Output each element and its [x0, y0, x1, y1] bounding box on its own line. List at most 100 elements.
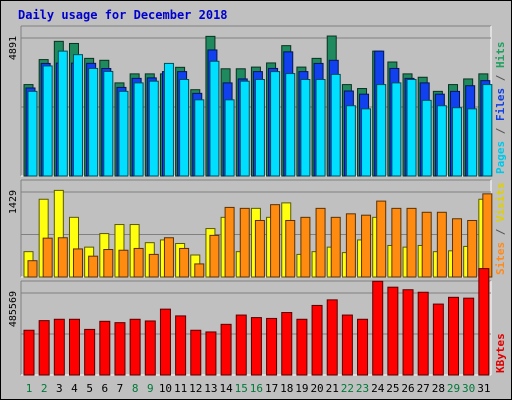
x-tick-label: 18: [280, 382, 293, 395]
panel-kbytes: 485569 KBytes: [8, 268, 507, 376]
bar-pages-day-28: [436, 105, 447, 177]
bar-sites-day-30: [467, 219, 478, 278]
y-max-label: 1429: [8, 190, 19, 214]
bar-sites-day-22: [345, 213, 356, 278]
bar-sites-day-26: [406, 207, 417, 278]
x-tick-label: 2: [41, 382, 48, 395]
bar-pages-day-6: [103, 70, 114, 177]
bar-kbytes-day-25: [387, 286, 399, 376]
bar-pages-day-24: [376, 84, 387, 177]
bar-sites-day-27: [421, 211, 432, 278]
bar-sites-day-29: [452, 218, 463, 278]
bar-sites-day-4: [72, 248, 83, 278]
bar-kbytes-day-4: [68, 318, 80, 376]
bar-sites-day-19: [300, 216, 311, 278]
bar-sites-day-28: [436, 211, 447, 278]
x-tick-label: 16: [250, 382, 263, 395]
bar-pages-day-13: [209, 60, 220, 177]
bar-sites-day-18: [285, 219, 296, 278]
bar-pages-day-27: [421, 99, 432, 177]
bar-kbytes-day-22: [341, 314, 353, 376]
x-tick-label: 22: [341, 382, 354, 395]
bar-pages-day-20: [315, 79, 326, 177]
bar-kbytes-day-17: [266, 317, 278, 376]
bar-sites-day-20: [315, 207, 326, 278]
bar-kbytes-day-8: [129, 318, 141, 376]
bar-kbytes-day-15: [235, 314, 247, 376]
bar-sites-day-5: [88, 255, 99, 278]
series-pages: [27, 50, 493, 177]
x-tick-label: 25: [386, 382, 399, 395]
legend-part: /: [494, 121, 507, 141]
x-tick-label: 14: [219, 382, 233, 395]
bar-pages-day-17: [270, 71, 281, 177]
bar-kbytes-day-20: [311, 304, 323, 376]
panel-hits-files-pages: 4891 Pages / Files / Hits: [8, 25, 507, 177]
x-tick-label: 24: [371, 382, 385, 395]
bar-sites-day-14: [224, 206, 235, 278]
bar-kbytes-day-5: [84, 328, 96, 376]
x-tick-label: 31: [477, 382, 490, 395]
bar-kbytes-day-13: [205, 331, 217, 376]
bar-kbytes-day-26: [402, 289, 414, 376]
bar-pages-day-4: [72, 54, 83, 177]
bar-kbytes-day-30: [463, 297, 475, 376]
bar-kbytes-day-28: [432, 303, 444, 376]
bar-kbytes-day-2: [38, 320, 50, 376]
x-tick-label: 4: [71, 382, 78, 395]
bar-pages-day-3: [57, 50, 68, 177]
bar-kbytes-day-11: [175, 315, 187, 376]
bar-pages-day-7: [118, 90, 129, 177]
legend-part: Files: [494, 88, 507, 121]
x-axis-tick-labels: 1 2 3 4 5 6 7 8 9 10 11 12 13 14 15 16 17 18 19 20 21 22 23 24 2…: [26, 382, 491, 395]
x-tick-label: 12: [189, 382, 202, 395]
x-tick-label: 26: [401, 382, 414, 395]
bar-pages-day-8: [133, 82, 144, 177]
x-tick-label: 21: [326, 382, 339, 395]
bar-kbytes-day-1: [23, 329, 35, 376]
bar-sites-day-9: [148, 253, 159, 278]
bar-pages-day-29: [452, 107, 463, 177]
bar-sites-day-1: [27, 260, 38, 278]
bar-kbytes-day-3: [53, 318, 65, 376]
y-axis-legend: Pages / Files / Hits: [494, 42, 507, 175]
x-tick-label: 17: [265, 382, 278, 395]
bar-pages-day-18: [285, 73, 296, 177]
x-tick-label: 11: [174, 382, 187, 395]
bar-kbytes-day-6: [99, 320, 111, 376]
y-axis-legend: KBytes: [494, 333, 507, 373]
y-max-label: 485569: [8, 291, 19, 327]
bar-sites-day-3: [57, 237, 68, 278]
chart-panels: 4891 Pages / Files / Hits 1429 Sites / Visi…: [8, 25, 507, 376]
bar-sites-day-10: [163, 237, 174, 278]
x-tick-label: 19: [295, 382, 308, 395]
x-tick-label: 27: [417, 382, 430, 395]
legend-part: Pages: [494, 141, 507, 174]
bar-pages-day-19: [300, 79, 311, 177]
x-tick-label: 7: [117, 382, 124, 395]
bar-pages-day-31: [482, 84, 493, 177]
bar-sites-day-25: [391, 207, 402, 278]
bar-sites-day-12: [194, 263, 205, 278]
x-tick-label: 3: [56, 382, 63, 395]
bar-kbytes-day-24: [372, 280, 384, 376]
bar-sites-day-17: [270, 204, 281, 278]
legend-part: Hits: [494, 42, 507, 69]
y-max-label: 4891: [8, 36, 19, 60]
bar-pages-day-5: [88, 67, 99, 177]
x-tick-label: 29: [447, 382, 460, 395]
bar-kbytes-day-14: [220, 323, 232, 376]
x-tick-label: 13: [204, 382, 217, 395]
x-tick-label: 5: [86, 382, 93, 395]
bar-kbytes-day-7: [114, 322, 126, 376]
panel-visits-sites: 1429 Sites / Visits: [8, 179, 507, 278]
x-tick-label: 15: [235, 382, 248, 395]
bar-kbytes-day-16: [250, 317, 262, 376]
x-tick-label: 9: [147, 382, 154, 395]
bar-pages-day-12: [194, 99, 205, 177]
bar-pages-day-1: [27, 90, 38, 177]
x-tick-label: 8: [132, 382, 139, 395]
x-tick-label: 1: [26, 382, 33, 395]
bar-kbytes-day-23: [357, 318, 369, 376]
